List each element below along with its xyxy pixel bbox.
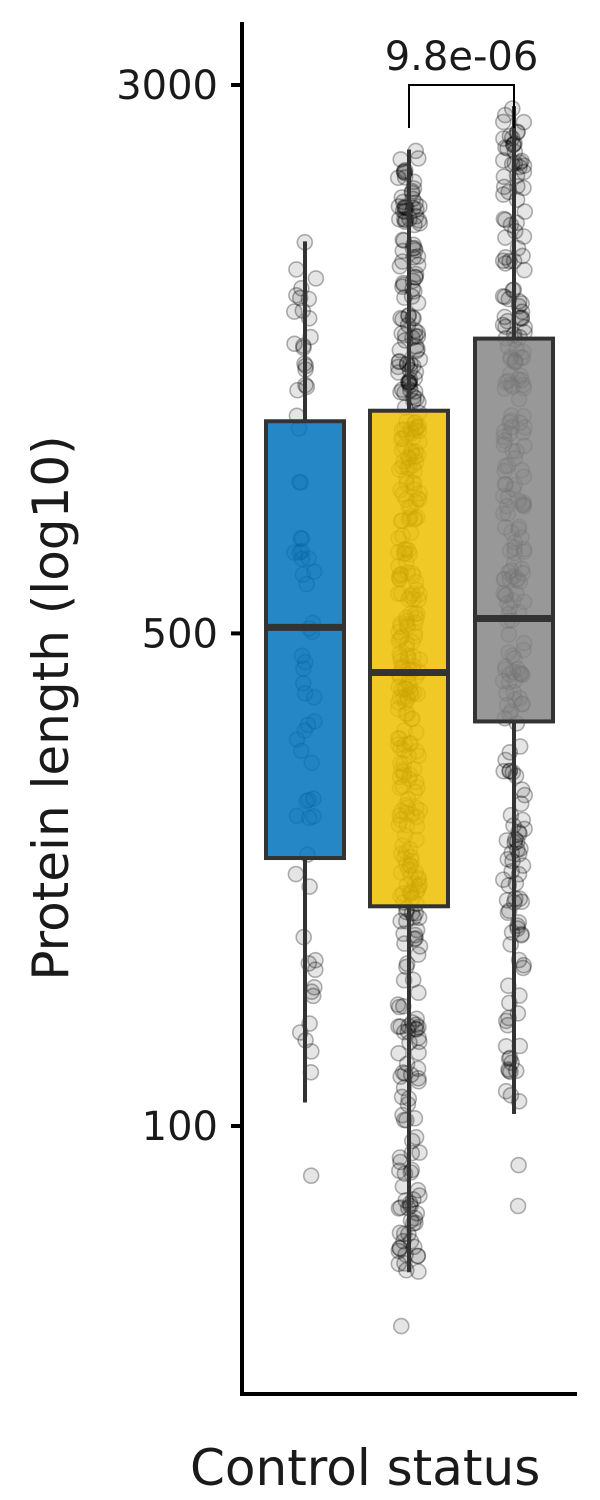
jitter-point <box>390 364 407 381</box>
jitter-point <box>497 248 514 266</box>
jitter-point <box>516 261 533 279</box>
jitter-point <box>411 1187 428 1204</box>
jitter-point <box>513 303 531 321</box>
jitter-point <box>390 1045 407 1062</box>
jitter-point <box>402 1066 420 1084</box>
jitter-point <box>516 203 534 220</box>
jitter-point <box>515 157 533 174</box>
jitter-point <box>390 1242 408 1260</box>
jitter-point <box>410 909 428 927</box>
outlier-point <box>392 1317 410 1335</box>
jitter-point <box>494 252 512 270</box>
jitter-point <box>307 270 325 287</box>
boxes <box>264 106 555 1273</box>
jitter-point <box>285 303 303 320</box>
jitter-point <box>390 1018 407 1035</box>
outlier-point <box>509 1197 527 1215</box>
jitter-point <box>286 335 303 353</box>
jitter-point <box>495 186 512 203</box>
jitter-point <box>495 178 513 196</box>
jitter-point <box>494 113 512 131</box>
jitter-point <box>410 1029 427 1047</box>
y-tick-label: 500 <box>142 611 218 657</box>
box <box>473 336 555 724</box>
jitter-point <box>390 353 408 371</box>
significance-bracket: 9.8e-06 <box>385 34 539 128</box>
jitter-point <box>391 352 408 370</box>
jitter-point <box>391 257 409 275</box>
jitter-point <box>390 198 408 215</box>
y-ticks: 100 500 3000 <box>116 63 242 1150</box>
jitter-point <box>411 938 429 955</box>
jitter-point <box>390 998 408 1016</box>
jitter-point <box>494 316 512 334</box>
y-tick-label: 100 <box>142 1104 218 1150</box>
jitter-point <box>515 113 533 131</box>
jitter-point <box>508 214 526 232</box>
box <box>264 419 346 861</box>
jitter-point <box>516 318 534 336</box>
jitter-point <box>516 786 534 804</box>
jitter-point <box>305 978 323 996</box>
jitter-point <box>391 341 409 359</box>
jitter-point <box>411 1144 428 1161</box>
jitter-point <box>515 956 533 974</box>
jitter-point <box>515 163 533 181</box>
jitter-point <box>410 1073 427 1090</box>
jitter-point <box>408 921 426 939</box>
jitter-point <box>306 961 324 979</box>
jitter-point <box>389 169 407 187</box>
jitter-point <box>410 211 428 229</box>
y-axis-title: Protein length (log10) <box>22 435 80 980</box>
jitter-point <box>494 152 512 169</box>
p-value-label: 9.8e-06 <box>385 34 539 80</box>
jitter-point <box>287 865 305 883</box>
jitter-point <box>514 247 531 265</box>
jitter-point <box>409 1247 427 1265</box>
jitter-point <box>495 168 513 185</box>
jitter-point <box>494 871 512 889</box>
jitter-point <box>410 1044 427 1062</box>
y-tick-label: 3000 <box>116 63 218 109</box>
jitter-point <box>411 215 429 232</box>
jitter-point <box>409 946 427 963</box>
jitter-point <box>513 781 531 799</box>
jitter-point <box>507 1062 525 1080</box>
jitter-point <box>411 351 429 368</box>
jitter-point <box>508 191 526 208</box>
jitter-point <box>391 1224 409 1242</box>
jitter-point <box>410 1263 427 1280</box>
jitter-point <box>391 1149 409 1166</box>
x-axis-title: Control status <box>190 1439 540 1497</box>
bracket-line <box>408 84 515 128</box>
jitter-point <box>494 287 512 305</box>
jitter-point <box>495 130 512 147</box>
jitter-point <box>495 762 513 780</box>
axes <box>240 22 577 1396</box>
jitter-point <box>389 358 407 376</box>
box <box>368 408 450 909</box>
jitter-point <box>389 996 407 1013</box>
jitter-point <box>390 1200 408 1217</box>
jitter-point <box>515 228 533 245</box>
jitter-point <box>516 820 533 838</box>
jitter-point <box>397 211 415 229</box>
outlier-point <box>510 1156 527 1174</box>
jitter-point <box>288 261 305 278</box>
jitter-point <box>390 211 408 228</box>
jitter-point <box>410 1033 428 1051</box>
jitter-point <box>294 302 312 319</box>
jitter-point <box>390 1162 408 1179</box>
jitter-point <box>390 1255 408 1273</box>
jitter-point <box>495 210 513 228</box>
jitter-point <box>307 951 324 969</box>
jitter-point <box>411 198 428 215</box>
outlier-point <box>302 1167 320 1184</box>
